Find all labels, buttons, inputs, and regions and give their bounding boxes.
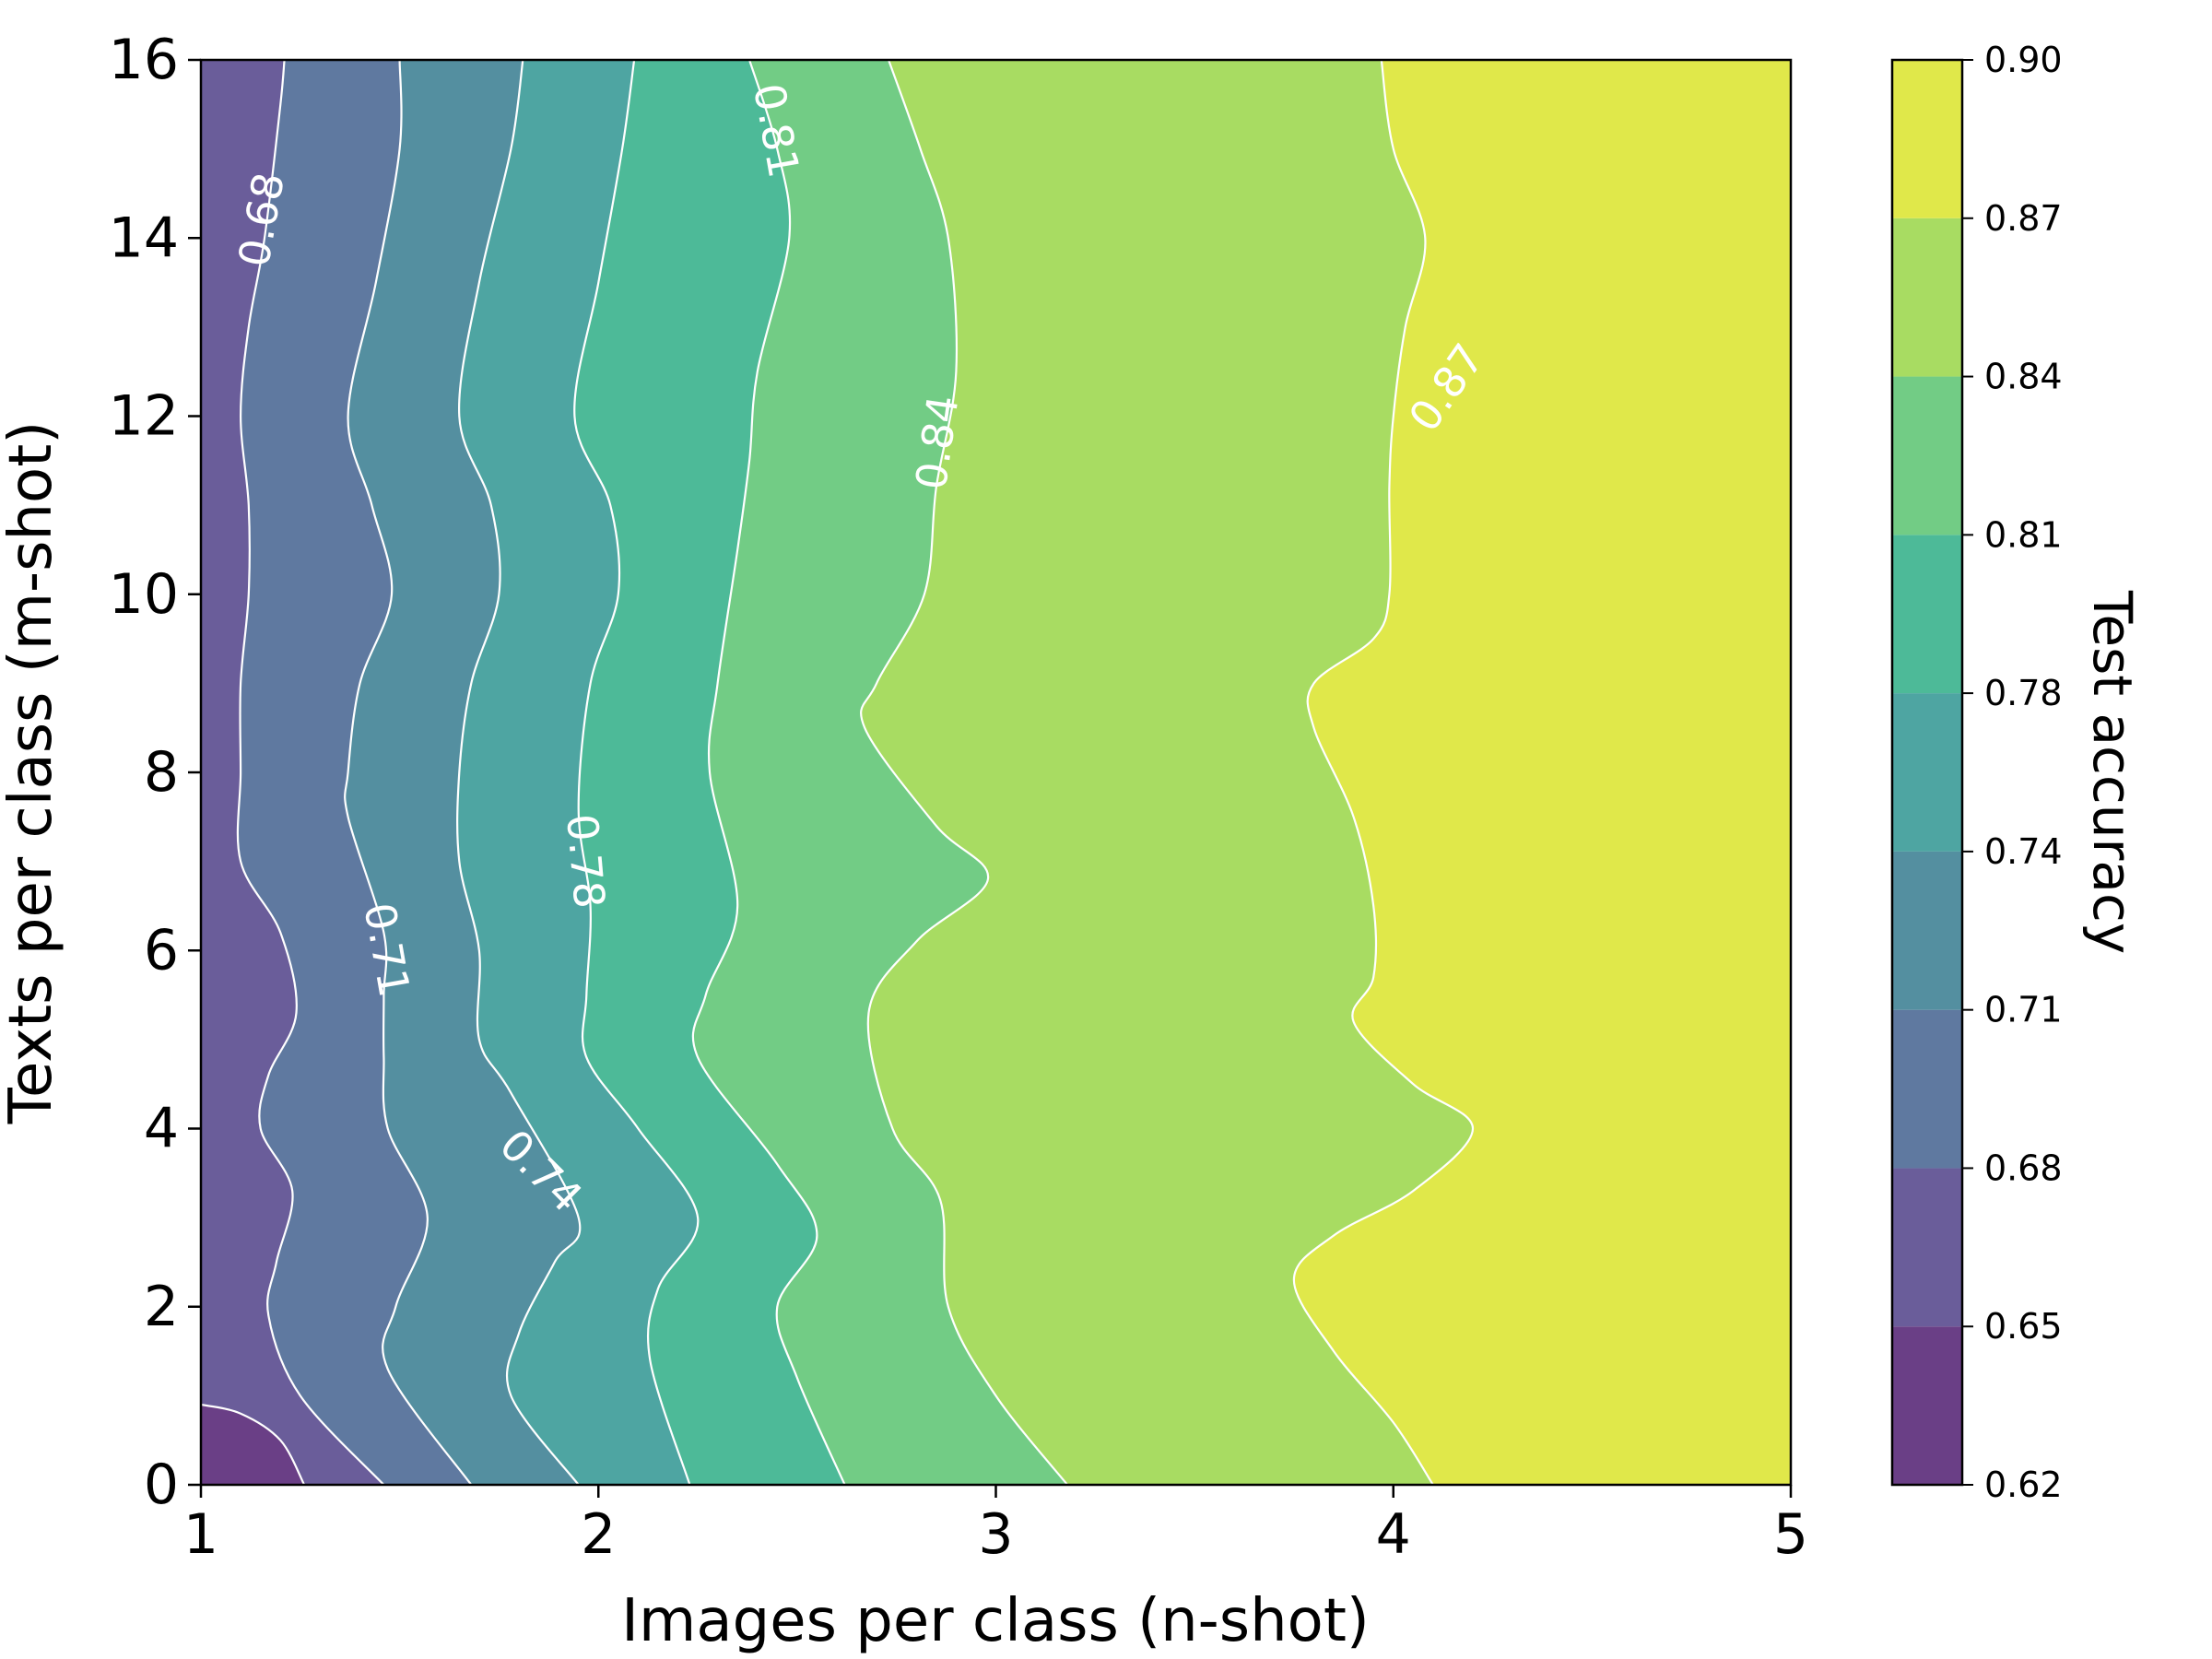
y-axis-ticks: 0 2 4 6 8 10 12 14 16 — [109, 28, 201, 1517]
y-tick-label: 4 — [144, 1097, 179, 1161]
colorbar-tick-label: 0.62 — [1984, 1465, 2063, 1505]
colorbar-tick-label: 0.90 — [1984, 40, 2063, 80]
colorbar-tick-label: 0.71 — [1984, 990, 2063, 1030]
colorbar-band — [1892, 1009, 1962, 1169]
contour-line-0.74 — [456, 60, 582, 1485]
colorbar-tick-label: 0.87 — [1984, 198, 2063, 239]
y-tick-label: 2 — [144, 1275, 179, 1339]
x-tick-label: 1 — [183, 1502, 218, 1567]
contour-regions — [201, 60, 1791, 1485]
colorbar-band — [1892, 693, 1962, 852]
colorbar-band — [1892, 218, 1962, 377]
colorbar-frame — [1890, 58, 1964, 1487]
colorbar-band — [1892, 1168, 1962, 1327]
contour-line-0.65 — [201, 1403, 306, 1485]
colorbar-tick-label: 0.81 — [1984, 514, 2063, 555]
contour-label: 0.78 — [557, 812, 615, 911]
colorbar-band — [1892, 60, 1962, 218]
x-tick-label: 2 — [581, 1502, 616, 1567]
colorbar-tick-label: 0.74 — [1984, 831, 2063, 872]
x-tick-label: 5 — [1773, 1502, 1808, 1567]
colorbar-band — [1892, 376, 1962, 535]
contour-line-0.81 — [691, 60, 846, 1485]
contour-line-0.68 — [236, 60, 385, 1485]
y-tick-label: 8 — [144, 740, 179, 805]
contour-line-0.87 — [1292, 60, 1475, 1485]
x-tick-label: 3 — [978, 1502, 1013, 1567]
colorbar-tick-label: 0.78 — [1984, 673, 2063, 713]
y-tick-label: 14 — [109, 206, 179, 270]
x-tick-label: 4 — [1376, 1502, 1411, 1567]
y-axis-title: Texts per class (m-shot) — [0, 421, 65, 1125]
colorbar — [1892, 60, 1962, 1485]
colorbar-band — [1892, 535, 1962, 694]
colorbar-tick-label: 0.84 — [1984, 357, 2063, 397]
contour-lines — [201, 60, 1475, 1485]
colorbar-band — [1892, 1326, 1962, 1485]
contour-line-0.71 — [344, 60, 473, 1485]
y-tick-label: 10 — [109, 562, 179, 627]
colorbar-title: Test accuracy — [2081, 590, 2144, 954]
x-axis-ticks: 1 2 3 4 5 — [183, 1485, 1808, 1567]
y-tick-label: 16 — [109, 28, 179, 92]
contour-band-0.87 — [1293, 60, 1791, 1485]
x-axis-title: Images per class (n-shot) — [621, 1587, 1370, 1655]
y-tick-label: 12 — [109, 384, 179, 449]
colorbar-tick-label: 0.65 — [1984, 1306, 2063, 1347]
contour-line-0.78 — [573, 60, 700, 1485]
colorbar-band — [1892, 851, 1962, 1010]
contour-line-0.84 — [860, 60, 1068, 1485]
colorbar-ticks: 0.62 0.65 0.68 0.71 0.74 0.78 0.81 0.84 0.87 0.90 — [1962, 40, 2063, 1505]
colorbar-tick-label: 0.68 — [1984, 1147, 2063, 1188]
y-tick-label: 0 — [144, 1453, 179, 1517]
y-tick-label: 6 — [144, 918, 179, 982]
